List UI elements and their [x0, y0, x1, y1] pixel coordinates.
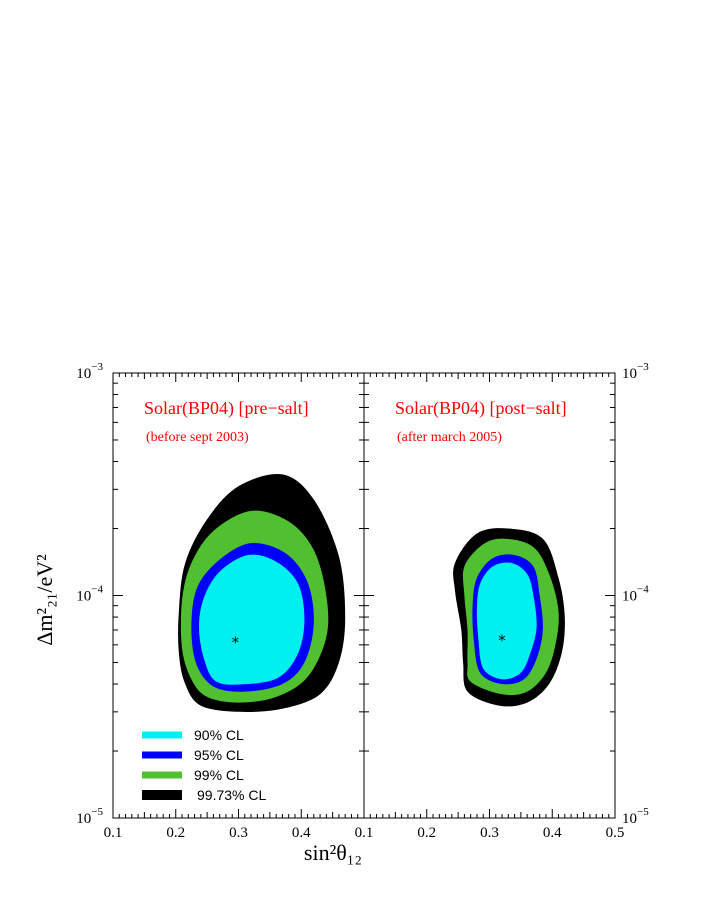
- y-tick-label-left: 10−3: [76, 361, 103, 382]
- panel-subtitle: (before sept 2003): [146, 430, 249, 445]
- y-ticks: [113, 382, 364, 819]
- x-ticks: [363, 373, 616, 818]
- panel-subtitle: (after march 2005): [397, 430, 502, 445]
- legend-label: 95% CL: [194, 747, 244, 763]
- chart-panels: * 0.1 0.2 0.3 0.4 Solar(BP04) [pre−salt] (befo…: [104, 372, 625, 841]
- panel-title: Solar(BP04) [pre−salt]: [144, 398, 309, 419]
- x-tick-label: 0.5: [606, 825, 625, 841]
- panel-title: Solar(BP04) [post−salt]: [395, 398, 567, 419]
- x-axis-title: sin²θ₁₂: [304, 840, 362, 865]
- y-axis-title: Δm²₂₁/eV²: [32, 554, 57, 646]
- x-tick-label: 0.1: [355, 825, 374, 841]
- y-ticks: [364, 382, 615, 819]
- x-tick-label: 0.4: [543, 825, 562, 841]
- x-tick-label: 0.2: [417, 825, 436, 841]
- y-tick-label-right: 10−3: [622, 361, 649, 382]
- x-tick-label: 0.4: [292, 825, 311, 841]
- x-tick-label: 0.3: [480, 825, 499, 841]
- contour-90-cl: [476, 562, 537, 680]
- legend-label: 99.73% CL: [197, 787, 266, 803]
- axis-titles: Δm²₂₁/eV² sin²θ₁₂: [32, 554, 362, 865]
- legend: 90% CL 95% CL 99% CL 99.73% CL: [142, 727, 266, 803]
- x-tick-label: 0.1: [104, 825, 123, 841]
- legend-label: 90% CL: [194, 727, 244, 743]
- panel-2: * 0.1 0.2 0.3 0.4 0.5 Solar(BP04) [post−salt] (…: [355, 372, 625, 841]
- panel-1: * 0.1 0.2 0.3 0.4 Solar(BP04) [pre−salt] (befo…: [104, 372, 365, 841]
- x-tick-label: 0.2: [166, 825, 185, 841]
- contour-90-cl: [199, 554, 305, 685]
- y-tick-labels: 10−5 10−5 10−4 10−4 10−3 10−3: [76, 361, 649, 827]
- x-tick-label: 0.3: [229, 825, 248, 841]
- legend-label: 99% CL: [194, 767, 244, 783]
- y-tick-label-left: 10−5: [76, 806, 103, 827]
- best-fit-marker: *: [232, 634, 240, 652]
- y-tick-label-right: 10−4: [622, 584, 649, 605]
- y-tick-label-right: 10−5: [622, 806, 649, 827]
- y-tick-label-left: 10−4: [76, 584, 103, 605]
- best-fit-marker: *: [498, 631, 506, 649]
